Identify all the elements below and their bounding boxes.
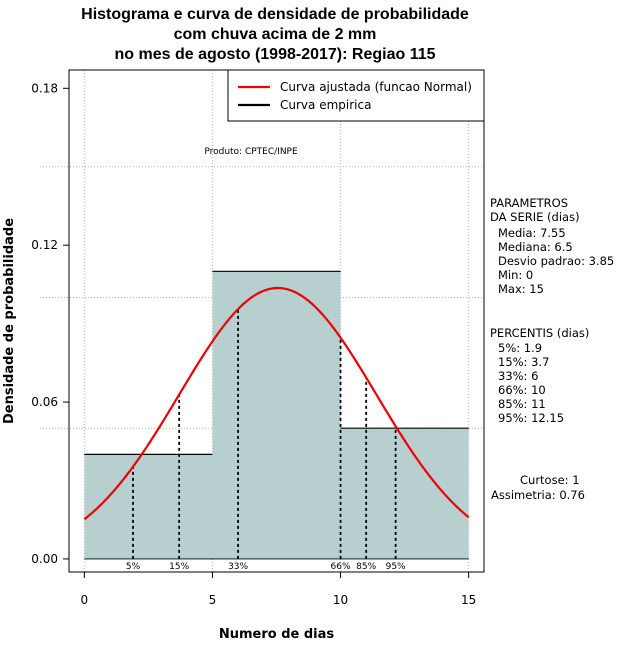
percentile-label: 15% bbox=[169, 562, 189, 572]
chart-title-line-2: com chuva acima de 2 mm bbox=[173, 26, 377, 43]
normal-curve bbox=[83, 286, 470, 521]
x-tick-label: 15 bbox=[461, 593, 476, 607]
percentil-66: 66%: 10 bbox=[498, 383, 546, 397]
param-media: Media: 7.55 bbox=[498, 226, 566, 240]
assimetria-value: Assimetria: 0.76 bbox=[491, 488, 585, 502]
y-tick-label: 0.12 bbox=[31, 238, 58, 252]
parametros-title-line-2: DA SERIE (dias) bbox=[490, 210, 580, 224]
chart-title-line-1: Histograma e curva de densidade de proba… bbox=[81, 6, 469, 23]
percentile-label: 95% bbox=[386, 562, 406, 572]
percentile-label: 5% bbox=[126, 562, 141, 572]
histogram-bar bbox=[340, 428, 469, 559]
legend-box bbox=[227, 69, 485, 122]
percentile-label: 66% bbox=[331, 562, 351, 572]
x-tick-label: 10 bbox=[333, 593, 348, 607]
curtose-value: Curtose: 1 bbox=[520, 473, 580, 487]
histogram-bar bbox=[84, 454, 213, 559]
legend-label: Curva ajustada (funcao Normal) bbox=[280, 80, 472, 94]
parametros-title-line-1: PARAMETROS bbox=[490, 196, 569, 210]
percentil-5: 5%: 1.9 bbox=[498, 341, 543, 355]
x-axis-label: Numero de dias bbox=[219, 627, 335, 642]
percentis-title: PERCENTIS (dias) bbox=[490, 326, 590, 340]
y-tick-label: 0.00 bbox=[31, 552, 58, 566]
percentile-label: 33% bbox=[228, 562, 248, 572]
chart-title-line-3: no mes de agosto (1998-2017): Regiao 115 bbox=[114, 46, 436, 63]
y-axis-label: Densidade de probabilidade bbox=[2, 218, 17, 424]
percentil-85: 85%: 11 bbox=[498, 397, 546, 411]
param-max: Max: 15 bbox=[498, 282, 544, 296]
param-min: Min: 0 bbox=[498, 268, 534, 282]
percentil-95: 95%: 12.15 bbox=[498, 411, 565, 425]
y-tick-label: 0.06 bbox=[31, 395, 58, 409]
percentil-33: 33%: 6 bbox=[498, 369, 539, 383]
x-tick-label: 0 bbox=[81, 593, 89, 607]
param-desvio-padrao: Desvio padrao: 3.85 bbox=[498, 254, 615, 268]
legend-label: Curva empirica bbox=[280, 98, 371, 112]
histogram-bar bbox=[212, 271, 341, 559]
percentil-15: 15%: 3.7 bbox=[498, 355, 550, 369]
param-mediana: Mediana: 6.5 bbox=[498, 240, 573, 254]
product-annotation: Produto: CPTEC/INPE bbox=[204, 147, 298, 157]
y-tick-label: 0.18 bbox=[31, 81, 58, 95]
x-tick-label: 5 bbox=[209, 593, 217, 607]
percentile-label: 85% bbox=[356, 562, 376, 572]
